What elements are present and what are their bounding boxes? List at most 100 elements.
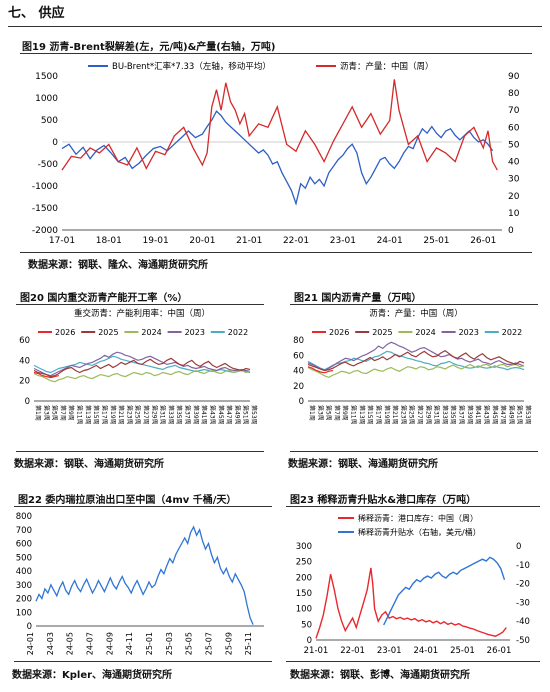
fig19-xtick-8: 25-01 (423, 236, 449, 246)
fig20-ytick-2: 40 (19, 356, 30, 366)
fig21-title: 图21 国内沥青产量（万吨） (294, 289, 421, 304)
fig19-ytick-right-4: 40 (508, 158, 520, 168)
fig22-title-text: 委内瑞拉原油出口至中国（4mv 千桶/天） (45, 495, 237, 506)
section-divider (8, 26, 542, 27)
fig20-label: 图20 (20, 293, 44, 304)
fig21-xtick-24: 第49周 (507, 405, 515, 425)
fig21-xtick-23: 第47周 (499, 405, 507, 425)
fig22-xtick-2: 24-05 (66, 632, 75, 655)
fig21-series-line-3 (307, 341, 525, 372)
fig22-xtick-8: 25-05 (185, 632, 194, 655)
fig20-chart-title: 重交沥青：产能利用率：中国（周） (74, 308, 210, 319)
fig19-xtick-1: 18-01 (96, 236, 122, 246)
fig19-title-text: 沥青-Brent裂解差(左，元/吨)&产量(右轴，万吨) (49, 42, 276, 53)
fig19-ytick-right-9: 90 (508, 72, 520, 82)
fig19-ytick-left-1: -1500 (32, 204, 58, 214)
fig21-xtick-16: 第33周 (441, 405, 449, 425)
fig21-xtick-7: 第15周 (366, 405, 374, 425)
fig19-xtick-4: 21-01 (236, 236, 262, 246)
fig20-legend-label-1: 2025 (98, 328, 118, 337)
fig22-xtick-6: 25-01 (145, 632, 154, 655)
fig20-xtick-8: 第17周 (100, 405, 108, 425)
fig19-ytick-left-0: -2000 (32, 226, 58, 236)
fig22-ytick-8: 800 (16, 512, 32, 522)
fig21-source: 数据来源：钢联、海通期货研究所 (288, 459, 438, 470)
fig21-legend-label-2: 2024 (415, 328, 435, 337)
fig19-xtick-5: 22-01 (283, 236, 309, 246)
fig20-series-line-3 (33, 351, 251, 377)
fig21-xtick-12: 第25周 (408, 405, 416, 425)
fig20-xtick-3: 第7周 (59, 405, 67, 421)
fig21-legend-label-4: 2022 (502, 328, 522, 337)
fig19-ytick-right-0: 0 (508, 226, 514, 236)
fig21-xtick-3: 第7周 (333, 405, 341, 421)
fig21-xtick-0: 第1周 (308, 405, 316, 421)
fig20-ytick-0: 0 (25, 397, 30, 407)
fig23-title: 图23 稀释沥青升贴水&港口库存（万吨） (290, 491, 476, 506)
fig21-xtick-5: 第11周 (350, 405, 358, 425)
fig20-xtick-1: 第3周 (42, 405, 50, 421)
fig21-label: 图21 (294, 293, 318, 304)
fig23-xtick-1: 22-01 (340, 646, 365, 656)
fig23-ytick-right-5: 0 (516, 542, 521, 552)
fig22-ytick-1: 100 (16, 608, 32, 618)
fig23-xtick-5: 26-01 (487, 646, 512, 656)
fig23-title-rule (286, 506, 540, 507)
fig22-chart: 0 100 200 300 400 500 600 700 800 24-01 24-03 24-05… (16, 512, 264, 655)
fig22-xtick-4: 24-09 (105, 632, 114, 655)
fig22-title-rule (14, 506, 272, 507)
fig19-ytick-left-6: 1000 (35, 94, 58, 104)
fig20-xtick-24: 第49周 (233, 405, 241, 425)
fig23-series-line-1 (383, 556, 506, 626)
fig19-legend-label-0: BU-Brent*汇率*7.33（左轴，移动平均） (112, 61, 271, 72)
fig21-series-line-2 (307, 363, 525, 379)
fig20-series-line-2 (33, 369, 251, 383)
fig19-xtick-6: 23-01 (330, 236, 356, 246)
fig23-legend-label-0: 稀释沥青：港口库存：中国（周） (358, 513, 478, 523)
fig21-xtick-19: 第39周 (466, 405, 474, 425)
fig20-legend-label-2: 2024 (141, 328, 161, 337)
fig19-series-line-1 (61, 79, 498, 171)
fig21-title-rule (290, 304, 538, 305)
fig23-ytick-left-2: 100 (296, 605, 312, 615)
fig19-ytick-right-8: 80 (508, 89, 520, 99)
fig22-xtick-1: 24-03 (46, 632, 55, 655)
fig21-ytick-1: 20 (293, 382, 304, 392)
fig20-xtick-22: 第45周 (217, 405, 225, 425)
fig23-ytick-right-4: -10 (516, 561, 530, 571)
fig22-source-rule (14, 661, 272, 662)
fig23-legend-label-1: 稀释沥青升贴水（右轴，美元/桶） (358, 527, 481, 537)
fig21-xtick-6: 第13周 (358, 405, 366, 425)
fig22-label: 图22 (18, 495, 42, 506)
fig20-xtick-20: 第41周 (200, 405, 208, 425)
fig20-legend-label-0: 2026 (55, 328, 75, 337)
fig20-series-line-0 (33, 371, 60, 379)
fig22-xtick-5: 24-11 (125, 632, 134, 655)
fig20-xtick-12: 第25周 (134, 405, 142, 425)
fig21-xtick-4: 第9周 (341, 405, 349, 421)
fig19-xtick-3: 20-01 (189, 236, 215, 246)
fig21-ytick-3: 60 (293, 351, 304, 361)
fig20-legend-label-3: 2023 (185, 328, 205, 337)
fig21-xtick-1: 第3周 (316, 405, 324, 421)
fig19-xtick-2: 19-01 (143, 236, 169, 246)
fig23-source: 数据来源：钢联、彭博、海通期货研究所 (290, 670, 470, 681)
fig19-xtick-7: 24-01 (377, 236, 403, 246)
fig21-legend-label-0: 2026 (329, 328, 349, 337)
fig21-xtick-10: 第21周 (391, 405, 399, 425)
fig19-ytick-left-3: -500 (38, 160, 59, 170)
fig19-source-rule (20, 252, 532, 253)
fig22-xtick-0: 24-01 (26, 632, 35, 655)
fig20-xtick-16: 第33周 (167, 405, 175, 425)
fig19-ytick-left-2: -1000 (32, 182, 58, 192)
fig21-xtick-15: 第31周 (433, 405, 441, 425)
fig22-series-line-0 (35, 525, 254, 625)
fig22-ytick-5: 500 (16, 553, 32, 563)
fig21-title-text: 国内沥青产量（万吨） (321, 293, 422, 304)
fig20-xtick-25: 第51周 (242, 405, 250, 425)
fig20-xtick-10: 第21周 (117, 405, 125, 425)
fig22-ytick-0: 0 (27, 622, 32, 632)
fig21-legend-label-1: 2025 (372, 328, 392, 337)
fig20-title-rule (16, 304, 264, 305)
